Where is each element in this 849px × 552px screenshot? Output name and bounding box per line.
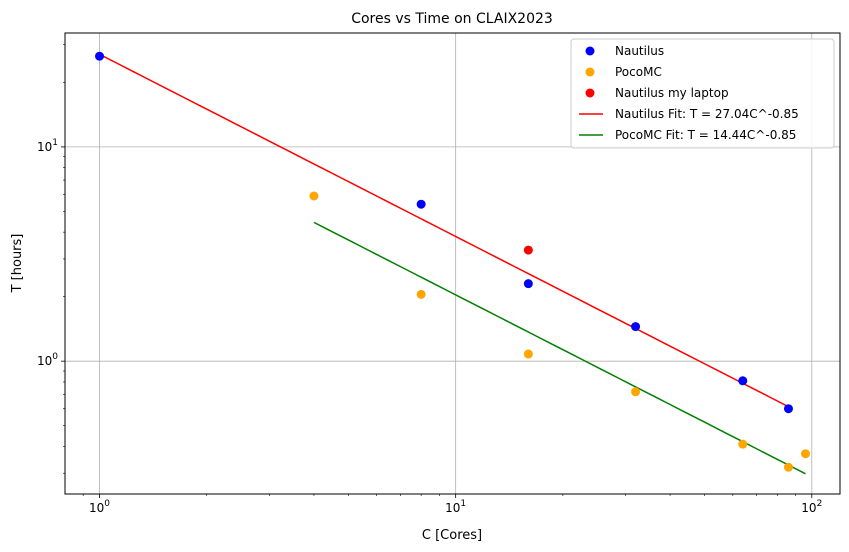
y-tick-label: 101 [37, 138, 58, 154]
data-point [631, 322, 641, 332]
legend-label: Nautilus my laptop [615, 86, 729, 100]
y-axis-ticks: 100 101 [37, 44, 65, 474]
data-point [783, 404, 793, 414]
x-axis-ticks: 100 101 102 [82, 494, 822, 515]
x-tick-label: 100 [89, 499, 110, 515]
legend-marker [585, 46, 595, 56]
data-point [738, 439, 748, 449]
plot-frame [64, 32, 841, 495]
legend-label: PocoMC [615, 65, 662, 79]
x-tick-label: 102 [801, 499, 822, 515]
y-axis-label: T [hours] [10, 234, 25, 294]
legend: Nautilus PocoMC Nautilus my laptop Nautilus… [570, 38, 835, 149]
legend-label: PocoMC Fit: T = 14.44C^-0.85 [615, 128, 796, 142]
data-point [738, 376, 748, 386]
data-point [309, 191, 319, 201]
x-axis-label: C [Cores] [422, 528, 482, 543]
data-point [783, 462, 793, 472]
data-point [416, 199, 426, 209]
data-point [800, 449, 810, 459]
data-point [523, 245, 533, 255]
data-point [523, 349, 533, 359]
data-point [416, 289, 426, 299]
fit-line [313, 221, 806, 475]
legend-marker [585, 88, 595, 98]
data-points [95, 51, 810, 472]
data-point [95, 51, 105, 61]
data-point [523, 279, 533, 289]
x-tick-label: 101 [445, 499, 466, 515]
legend-box [570, 38, 835, 149]
legend-label: Nautilus Fit: T = 27.04C^-0.85 [615, 107, 799, 121]
y-tick-label: 100 [37, 352, 58, 368]
legend-label: Nautilus [615, 44, 664, 58]
data-point [631, 387, 641, 397]
fit-lines [99, 53, 806, 475]
legend-marker [585, 67, 595, 77]
chart-title: Cores vs Time on CLAIX2023 [351, 11, 553, 27]
fit-line [99, 53, 789, 408]
